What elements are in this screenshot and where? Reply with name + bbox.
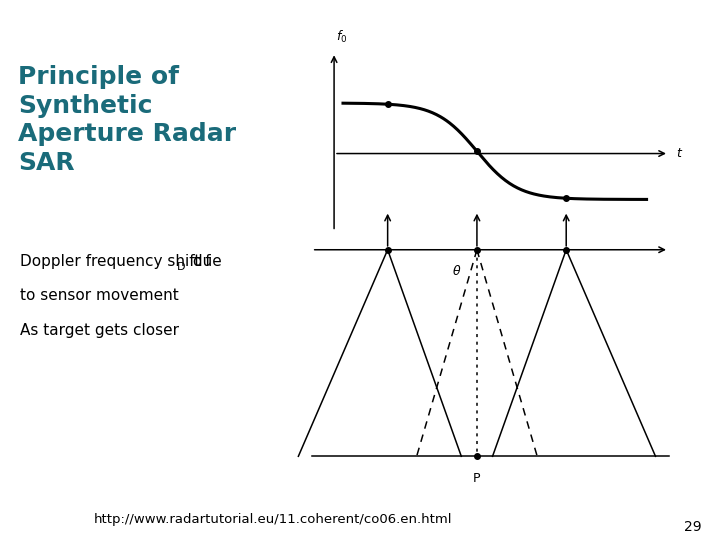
Text: $t$: $t$ (675, 147, 683, 160)
Text: http://www.radartutorial.eu/11.coherent/co06.en.html: http://www.radartutorial.eu/11.coherent/… (94, 512, 452, 526)
Text: Doppler frequency shift f: Doppler frequency shift f (20, 254, 210, 269)
Text: $\theta$: $\theta$ (452, 264, 462, 278)
Text: to sensor movement: to sensor movement (20, 288, 179, 303)
Text: Principle of
Synthetic
Aperture Radar
SAR: Principle of Synthetic Aperture Radar SA… (18, 65, 236, 175)
Text: P: P (473, 472, 481, 485)
Text: D: D (177, 262, 186, 273)
Text: 29: 29 (685, 521, 702, 535)
Text: UCL: UCL (590, 18, 644, 42)
Text: As target gets closer: As target gets closer (20, 323, 179, 338)
Text: due: due (188, 254, 222, 269)
Text: $f_0$: $f_0$ (336, 29, 348, 45)
